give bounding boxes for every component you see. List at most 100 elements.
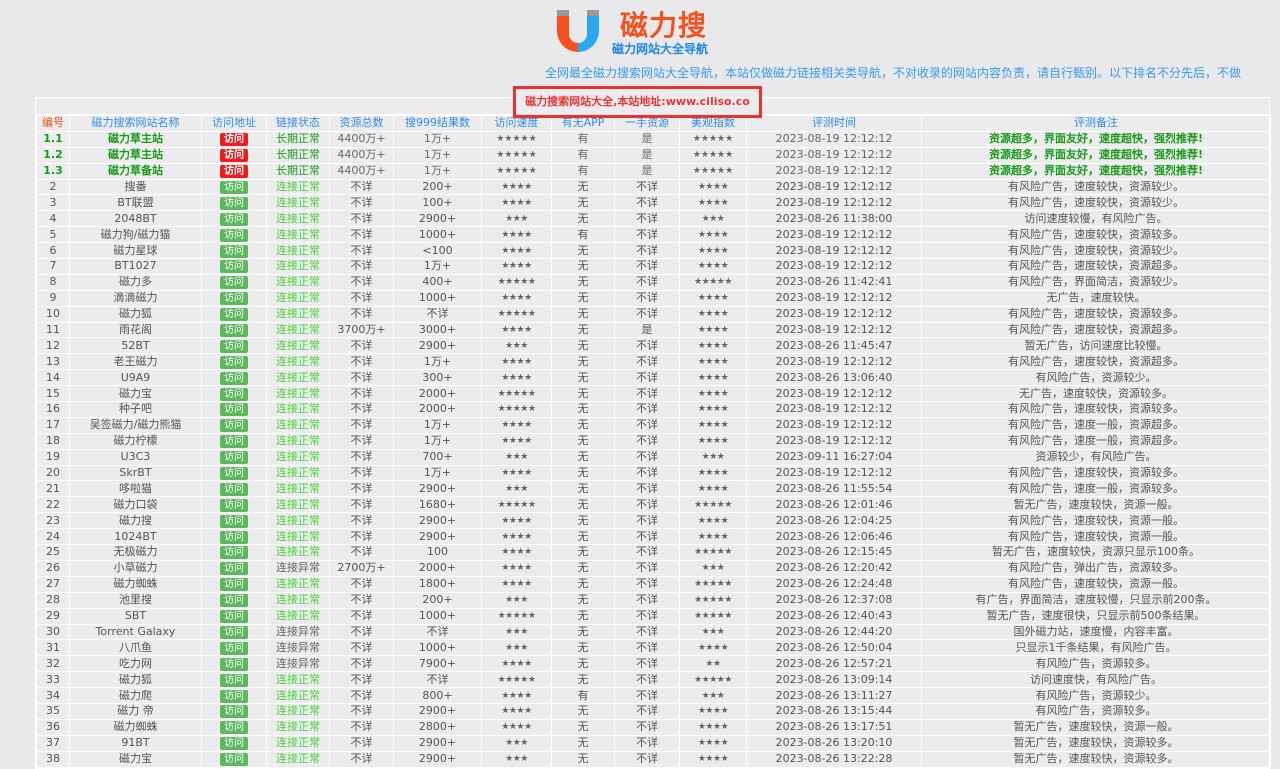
site-name[interactable]: 磁力草主站 xyxy=(69,146,202,164)
visit-button[interactable]: 访问 xyxy=(220,260,248,274)
visit-button[interactable]: 访问 xyxy=(220,228,248,242)
table-row: 24 1024BT 访问 连接正常 不详 2900+ ★★★★ 无不详 ★★★★ 2023-08-… xyxy=(36,528,1271,546)
visit-button[interactable]: 访问 xyxy=(220,435,248,449)
site-name[interactable]: 52BT xyxy=(69,337,202,355)
site-name[interactable]: 磁力蜘蛛 xyxy=(69,575,202,593)
visit-button[interactable]: 访问 xyxy=(220,387,248,401)
visit-button[interactable]: 访问 xyxy=(220,498,248,512)
visit-button[interactable]: 访问 xyxy=(220,244,248,258)
site-name[interactable]: 吃力网 xyxy=(69,655,202,673)
visit-button[interactable]: 访问 xyxy=(220,657,248,671)
appearance-score: ★★★★ xyxy=(679,750,747,768)
visit-button[interactable]: 访问 xyxy=(220,419,248,433)
site-name[interactable]: 吴签磁力/磁力熊猫 xyxy=(69,416,202,434)
visit-button[interactable]: 访问 xyxy=(220,641,248,655)
visit-button[interactable]: 访问 xyxy=(220,705,248,719)
visit-button[interactable]: 访问 xyxy=(220,530,248,544)
site-name[interactable]: 磁力星球 xyxy=(69,242,202,260)
search-999-results: 1000+ xyxy=(393,607,482,625)
has-app: 无 xyxy=(551,416,615,434)
visit-button[interactable]: 访问 xyxy=(220,514,248,528)
visit-button[interactable]: 访问 xyxy=(220,276,248,290)
site-name[interactable]: BT联盟 xyxy=(69,194,202,212)
site-name[interactable]: 磁力柠檬 xyxy=(69,432,202,450)
review-notes: 暂无广告，速度较快，资源较多。 xyxy=(921,734,1271,752)
site-name[interactable]: 磁力狐 xyxy=(69,671,202,689)
visit-button[interactable]: 访问 xyxy=(220,181,248,194)
visit-button[interactable]: 访问 xyxy=(220,721,248,735)
site-name[interactable]: 雨花阁 xyxy=(69,321,202,339)
site-name[interactable]: SBT xyxy=(69,607,202,625)
visit-button[interactable]: 访问 xyxy=(220,753,248,767)
site-name[interactable]: 磁力狐 xyxy=(69,305,202,323)
site-name[interactable]: 磁力宝 xyxy=(69,385,202,403)
site-name[interactable]: 磁力狗/磁力猫 xyxy=(69,226,202,244)
first-hand-resources: 不详 xyxy=(614,734,680,752)
visit-button[interactable]: 访问 xyxy=(220,355,248,369)
visit-button[interactable]: 访问 xyxy=(220,673,248,687)
site-name[interactable]: BT1027 xyxy=(69,258,202,275)
access-speed: ★★★ xyxy=(481,448,552,466)
site-name[interactable]: 小草磁力 xyxy=(69,559,202,577)
site-name[interactable]: 八爪鱼 xyxy=(69,639,202,657)
column-header: 链接状态 xyxy=(266,115,330,132)
appearance-score: ★★★ xyxy=(679,687,747,704)
site-name[interactable]: 91BT xyxy=(69,734,202,752)
site-name[interactable]: SkrBT xyxy=(69,464,202,482)
site-name[interactable]: 无极磁力 xyxy=(69,544,202,561)
site-name[interactable]: 磁力爬 xyxy=(69,687,202,704)
visit-button[interactable]: 访问 xyxy=(220,625,248,639)
visit-button[interactable]: 访问 xyxy=(220,371,248,385)
site-name[interactable]: 1024BT xyxy=(69,528,202,546)
site-name[interactable]: 磁力搜 xyxy=(69,512,202,530)
visit-button[interactable]: 访问 xyxy=(220,133,248,147)
site-name[interactable]: 滴滴磁力 xyxy=(69,289,202,307)
site-name[interactable]: 磁力口袋 xyxy=(69,496,202,514)
visit-button[interactable]: 访问 xyxy=(220,403,248,417)
visit-button[interactable]: 访问 xyxy=(220,737,248,751)
site-name[interactable]: Torrent Galaxy xyxy=(69,623,202,641)
search-999-results: 2900+ xyxy=(393,702,482,720)
visit-button[interactable]: 访问 xyxy=(220,196,248,210)
visit-button[interactable]: 访问 xyxy=(220,546,248,560)
site-name[interactable]: 种子吧 xyxy=(69,401,202,418)
visit-button[interactable]: 访问 xyxy=(220,149,248,163)
visit-button[interactable]: 访问 xyxy=(220,308,248,322)
review-notes: 有风险广告，速度较快，资源较多。 xyxy=(921,226,1271,244)
visit-button[interactable]: 访问 xyxy=(220,292,248,306)
site-name[interactable]: 磁力 帝 xyxy=(69,702,202,720)
site-name[interactable]: 池里搜 xyxy=(69,591,202,609)
visit-cell: 访问 xyxy=(201,226,267,244)
visit-button[interactable]: 访问 xyxy=(220,165,248,179)
visit-button[interactable]: 访问 xyxy=(220,212,248,226)
visit-button[interactable]: 访问 xyxy=(220,451,248,465)
site-brand-title[interactable]: 磁力搜 xyxy=(620,9,708,42)
visit-cell: 访问 xyxy=(201,210,267,228)
site-name[interactable]: 磁力蜘蛛 xyxy=(69,718,202,736)
visit-button[interactable]: 访问 xyxy=(220,578,248,592)
site-name[interactable]: 磁力宝 xyxy=(69,750,202,768)
appearance-score: ★★★★★ xyxy=(679,591,747,609)
visit-button[interactable]: 访问 xyxy=(220,610,248,624)
site-name[interactable]: 2048BT xyxy=(69,210,202,228)
visit-button[interactable]: 访问 xyxy=(220,467,248,480)
site-name[interactable]: 磁力多 xyxy=(69,273,202,291)
link-status: 连接正常 xyxy=(266,353,330,371)
row-number: 9 xyxy=(36,289,70,307)
visit-button[interactable]: 访问 xyxy=(220,689,248,703)
visit-button[interactable]: 访问 xyxy=(220,482,248,496)
table-row: 19 U3C3 访问 连接正常 不详 700+ ★★★ 无不详 ★★★ 2023-09-11 16… xyxy=(36,448,1271,466)
table-row: 32 吃力网 访问 连接异常 不详 7900+ ★★★★ 无不详 ★★ 2023-08-26 12… xyxy=(36,655,1271,673)
visit-button[interactable]: 访问 xyxy=(220,324,248,337)
site-name[interactable]: U3C3 xyxy=(69,448,202,466)
site-name[interactable]: 老王磁力 xyxy=(69,353,202,371)
visit-button[interactable]: 访问 xyxy=(220,562,248,576)
site-name[interactable]: 磁力草备站 xyxy=(69,162,202,180)
site-name[interactable]: 磁力草主站 xyxy=(69,130,202,148)
site-name[interactable]: 搜番 xyxy=(69,178,202,196)
visit-button[interactable]: 访问 xyxy=(220,339,248,353)
site-name[interactable]: 哆啦猫 xyxy=(69,480,202,498)
search-999-results: 2000+ xyxy=(393,559,482,577)
site-name[interactable]: U9A9 xyxy=(69,369,202,387)
visit-button[interactable]: 访问 xyxy=(220,594,248,608)
